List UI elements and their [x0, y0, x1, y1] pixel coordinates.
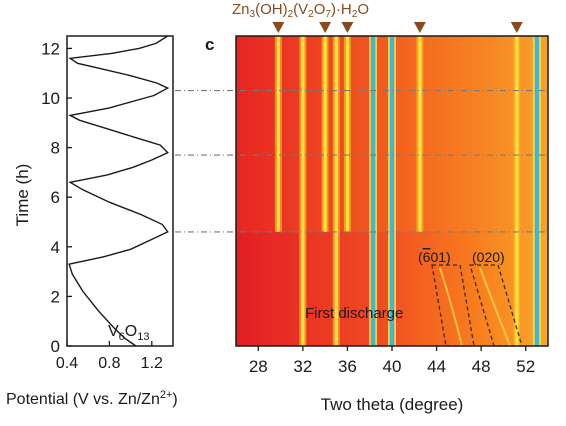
left-x-tick-label: 1.2: [141, 355, 163, 372]
voltage-time-panel: 0 2 4 6 8 10 12 0.4 0.8 1.2 Time (h) V6O13 Poten…: [6, 35, 178, 408]
peak-line-yellow: [276, 36, 280, 232]
compound-marker-triangle: [413, 22, 426, 33]
peak-line-cyan: [534, 36, 540, 346]
v6o13-label: V6O13: [108, 323, 150, 343]
peak-line-yellow: [418, 36, 422, 232]
two-theta-axis-label: Two theta (degree): [321, 395, 464, 414]
diffraction-peaks: [274, 36, 541, 347]
potential-axis-label: Potential (V vs. Zn/Zn2+): [6, 389, 178, 408]
left-x-tick-label: 0.8: [98, 355, 120, 372]
peak-601-label: (601): [418, 249, 451, 265]
compound-markers: [272, 22, 523, 33]
left-y-ticks: 0 2 4 6 8 10 12: [41, 39, 72, 356]
right-x-tick-label: 36: [338, 357, 357, 376]
left-y-tick-label: 10: [41, 89, 60, 108]
peak-line-cyan: [389, 36, 395, 346]
shifting-peak-020: [479, 267, 511, 347]
panel-label: c: [205, 35, 214, 54]
compound-marker-triangle: [341, 22, 354, 33]
xrd-heatmap-panel: c (601) (020) First discharge 28 32 36 40 44…: [175, 1, 549, 414]
peak-line-yellow: [515, 36, 519, 346]
left-y-tick-label: 8: [51, 139, 60, 158]
right-x-tick-label: 32: [293, 357, 312, 376]
left-y-tick-label: 4: [51, 238, 60, 257]
peak-line-yellow: [323, 36, 327, 232]
right-x-tick-label: 44: [427, 357, 446, 376]
charge-discharge-curve: [68, 35, 170, 347]
compound-marker-triangle: [510, 22, 523, 33]
left-y-tick-label: 0: [51, 337, 60, 356]
left-y-tick-label: 6: [51, 188, 60, 207]
peak-line-yellow: [345, 36, 350, 232]
compound-marker-triangle: [272, 22, 285, 33]
peak-line-cyan: [370, 36, 376, 346]
shifting-peak-601: [439, 267, 463, 347]
right-x-tick-label: 48: [472, 357, 491, 376]
first-discharge-label: First discharge: [305, 305, 403, 322]
right-x-ticks: 28 32 36 40 44 48 52: [249, 346, 535, 376]
left-x-ticks: 0.4 0.8 1.2: [56, 341, 163, 372]
right-x-tick-label: 40: [383, 357, 402, 376]
left-y-tick-label: 2: [51, 287, 60, 306]
left-y-tick-label: 12: [41, 39, 60, 58]
peak-020-label: (020): [472, 249, 505, 265]
compound-marker-triangle: [319, 22, 332, 33]
peak-line-yellow: [334, 36, 338, 346]
left-plot-frame: [66, 35, 174, 347]
peak-line-yellow: [301, 36, 305, 346]
time-axis-label: Time (h): [13, 164, 32, 227]
time-guide-lines: [175, 90, 548, 233]
compound-formula: Zn3(OH)2(V2O7)·H2O: [232, 1, 369, 20]
right-x-tick-label: 28: [249, 357, 268, 376]
right-x-tick-label: 52: [516, 357, 535, 376]
left-x-tick-label: 0.4: [56, 355, 78, 372]
